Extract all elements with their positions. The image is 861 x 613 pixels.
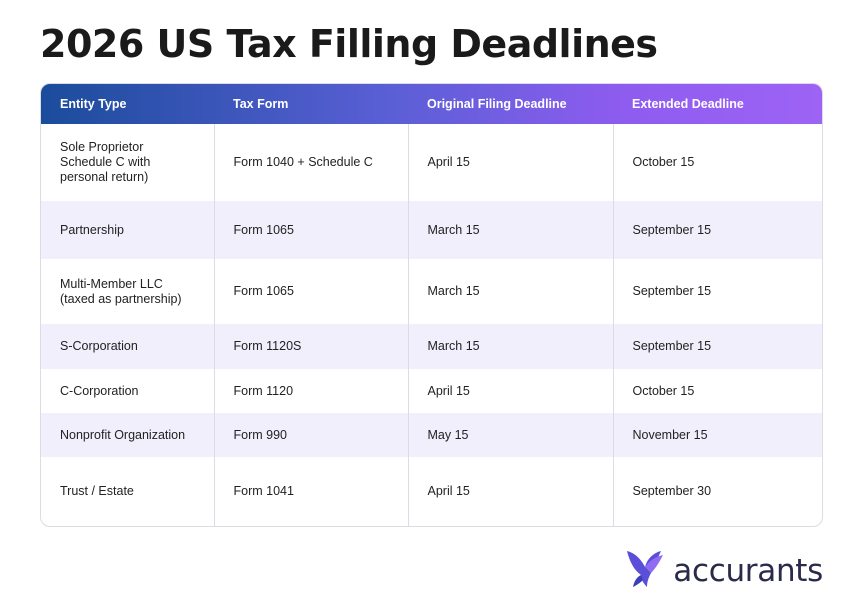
table-row: C-Corporation Form 1120 April 15 October… xyxy=(41,369,822,413)
page-title: 2026 US Tax Filling Deadlines xyxy=(40,22,658,66)
cell-original-deadline: March 15 xyxy=(407,201,613,259)
cell-tax-form: Form 1065 xyxy=(213,201,408,259)
cell-extended-deadline: September 15 xyxy=(612,324,822,369)
table-row: Partnership Form 1065 March 15 September… xyxy=(41,201,822,259)
cell-original-deadline: April 15 xyxy=(407,124,613,201)
cell-entity-type: C-Corporation xyxy=(60,383,139,398)
cell-tax-form: Form 1041 xyxy=(213,457,408,526)
cell-entity-type: Trust / Estate xyxy=(60,484,134,498)
header-entity-type: Entity Type xyxy=(60,97,127,111)
cell-extended-deadline: September 30 xyxy=(612,457,822,526)
cell-extended-deadline: September 15 xyxy=(612,259,822,324)
brand-logo: accurants xyxy=(625,546,823,592)
table-row: Trust / Estate Form 1041 April 15 Septem… xyxy=(41,457,822,526)
cell-original-deadline: March 15 xyxy=(407,259,613,324)
cell-tax-form: Form 1065 xyxy=(213,259,408,324)
cell-extended-deadline: November 15 xyxy=(612,413,822,457)
table-row: Multi-Member LLC (taxed as partnership) … xyxy=(41,259,822,324)
table-header-row: Entity Type Tax Form Original Filing Dea… xyxy=(41,84,822,124)
cell-entity-type: S-Corporation xyxy=(60,339,138,353)
cell-extended-deadline: October 15 xyxy=(612,369,822,413)
header-extended-deadline: Extended Deadline xyxy=(632,97,744,111)
cell-extended-deadline: September 15 xyxy=(612,201,822,259)
table-row: Sole Proprietor Schedule C with personal… xyxy=(41,124,822,201)
cell-extended-deadline: October 15 xyxy=(612,124,822,201)
cell-original-deadline: March 15 xyxy=(407,324,613,369)
deadlines-table: Entity Type Tax Form Original Filing Dea… xyxy=(40,83,823,527)
header-original-deadline: Original Filing Deadline xyxy=(427,97,567,111)
cell-original-deadline: April 15 xyxy=(407,369,613,413)
brand-name: accurants xyxy=(673,552,823,589)
cell-entity-type: Sole Proprietor Schedule C with personal… xyxy=(60,140,151,184)
cell-tax-form: Form 1120 xyxy=(213,369,408,413)
cell-tax-form: Form 1120S xyxy=(213,324,408,369)
cell-entity-type: Nonprofit Organization xyxy=(60,427,186,442)
cell-entity-type: Partnership xyxy=(60,222,124,237)
table-row: S-Corporation Form 1120S March 15 Septem… xyxy=(41,324,822,369)
cell-original-deadline: May 15 xyxy=(407,413,613,457)
cell-tax-form: Form 990 xyxy=(213,413,408,457)
cell-original-deadline: April 15 xyxy=(407,457,613,526)
cell-tax-form: Form 1040 + Schedule C xyxy=(213,124,408,201)
cell-entity-type: Multi-Member LLC (taxed as partnership) xyxy=(60,276,182,306)
table-row: Nonprofit Organization Form 990 May 15 N… xyxy=(41,413,822,457)
bird-logo-icon xyxy=(627,551,664,587)
header-tax-form: Tax Form xyxy=(233,97,289,111)
